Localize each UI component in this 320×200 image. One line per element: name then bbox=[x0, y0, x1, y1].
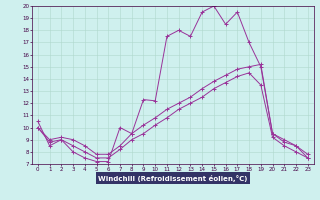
X-axis label: Windchill (Refroidissement éolien,°C): Windchill (Refroidissement éolien,°C) bbox=[98, 175, 247, 182]
